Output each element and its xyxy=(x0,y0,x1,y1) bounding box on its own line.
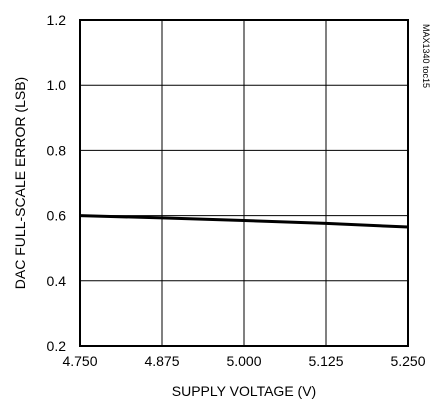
x-tick-label: 5.000 xyxy=(226,353,261,369)
y-tick-label: 0.6 xyxy=(47,208,67,224)
y-tick-label: 0.2 xyxy=(47,338,67,354)
x-tick-labels: 4.750 4.875 5.000 5.125 5.250 xyxy=(62,353,425,369)
y-tick-label: 0.8 xyxy=(47,142,67,158)
y-tick-label: 0.4 xyxy=(47,273,67,289)
grid xyxy=(80,20,408,346)
y-tick-label: 1.0 xyxy=(47,77,67,93)
x-tick-label: 4.875 xyxy=(144,353,179,369)
y-tick-label: 1.2 xyxy=(47,12,67,28)
x-tick-label: 5.125 xyxy=(308,353,343,369)
x-axis-label: SUPPLY VOLTAGE (V) xyxy=(172,383,316,399)
y-axis-label: DAC FULL-SCALE ERROR (LSB) xyxy=(12,77,28,289)
y-tick-labels: 0.2 0.4 0.6 0.8 1.0 1.2 xyxy=(47,12,67,354)
plot-frame xyxy=(79,19,409,347)
figure-id-annotation: MAX1340 toc15 xyxy=(421,24,431,88)
series-line xyxy=(79,214,409,229)
x-tick-label: 5.250 xyxy=(390,353,425,369)
x-tick-label: 4.750 xyxy=(62,353,97,369)
